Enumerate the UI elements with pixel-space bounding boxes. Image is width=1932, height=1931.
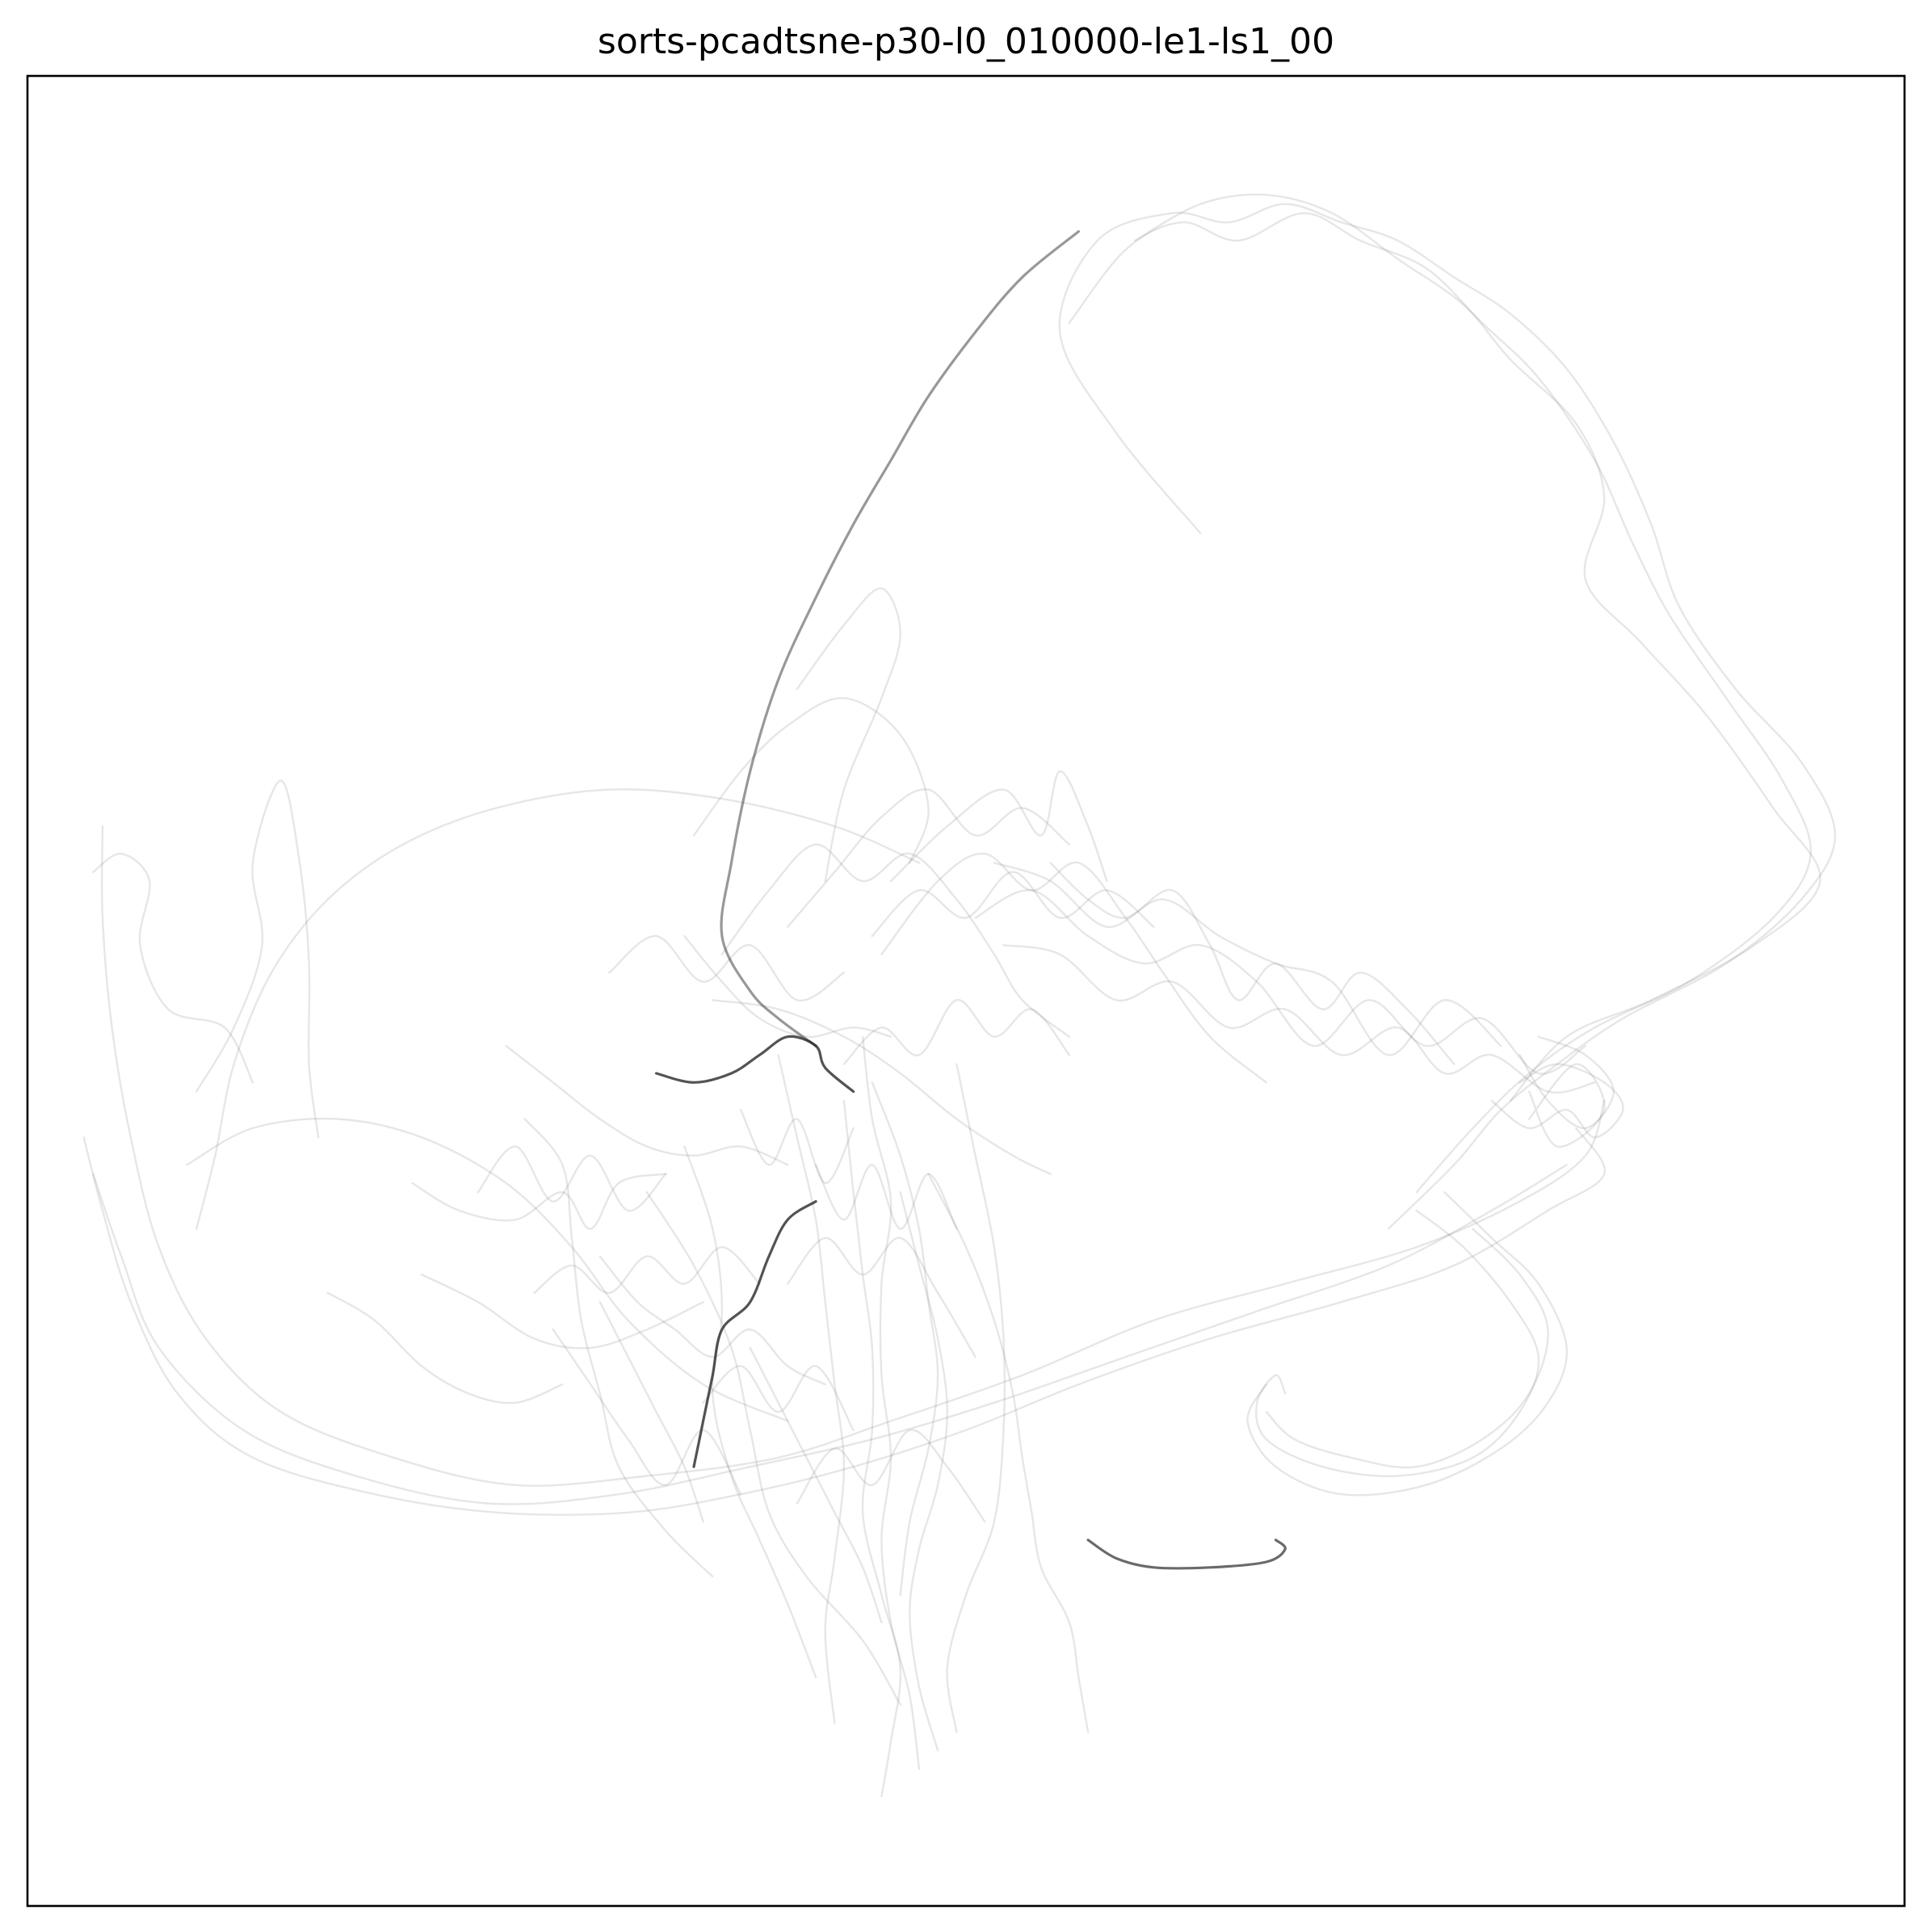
chart-title: sorts-pcadtsne-p30-l0_010000-le1-ls1_00 [598,21,1334,62]
trajectory-line [796,587,901,883]
trajectory-line [477,1145,667,1212]
trajectory-line [796,1429,986,1523]
highlight-trajectory-line [720,230,1080,1047]
trajectory-line [749,1346,883,1623]
trajectory-line [862,1035,921,1770]
trajectory-line [1246,1191,1569,1497]
trajectory-line [186,1117,789,1422]
trajectory-line [533,1246,761,1295]
trajectory-line [195,788,921,1230]
trajectory-line [100,825,1606,1487]
trajectory-line [702,1365,855,1431]
trajectory-line [1058,203,1837,1230]
trajectory-line [871,871,1155,938]
trajectory-line [1002,944,1596,1094]
trajectory-line [787,1236,976,1358]
highlight-trajectory-line [654,1035,855,1094]
trajectory-line [1518,1035,1615,1130]
trajectory-line [1528,1063,1606,1148]
trajectory-line [842,1099,902,1798]
trajectory-lines [82,193,1837,1798]
trajectory-line [608,934,846,1002]
trajectory-line [411,1173,667,1230]
trajectory-line [505,1044,789,1166]
trajectory-line [692,697,930,864]
trajectory-line [420,1274,704,1350]
trajectory-line [552,1329,742,1496]
trajectory-line [82,1127,1606,1516]
trajectory-line [1049,862,1455,1065]
trajectory-line [1255,1209,1540,1478]
trajectory-line [927,1173,1090,1733]
trajectory-line [1068,212,1812,1194]
trajectory-line [889,770,1108,883]
trajectory-line [523,1118,714,1578]
trajectory-line [842,999,1070,1065]
trajectory-line [880,852,1267,1084]
trajectory-line [814,1164,958,1230]
trajectory-line [92,852,254,1084]
trajectory-line [946,1063,1006,1733]
trajectory-line [974,889,1587,1075]
highlight-trajectory-line [1086,1539,1287,1570]
trajectory-line [1490,1063,1624,1139]
plot-frame [26,74,1906,1908]
trajectory-line [92,1164,1568,1505]
trajectory-line [326,1291,564,1404]
trajectory-line [598,1301,704,1523]
trajectory-line [739,1109,855,1185]
trajectory-line [899,1191,948,1752]
trajectory-line [683,934,892,1038]
trajectory-line [195,779,320,1139]
trajectory-line [993,862,1502,1056]
trajectory-line [683,1145,817,1678]
trajectory-line [871,1081,939,1596]
trajectory-line [787,788,1070,928]
trajectory-line [1134,193,1821,1102]
trajectory-line [712,999,1052,1175]
trajectory-line [720,843,1070,1038]
trajectory-line [1265,1228,1549,1469]
highlight-trajectory-line [692,1200,817,1468]
trajectory-line [645,1191,901,1706]
trajectory-line [598,1255,826,1386]
trajectory-line [777,1054,846,1724]
